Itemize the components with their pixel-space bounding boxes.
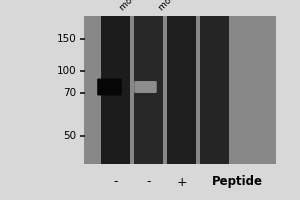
Text: mouse heart: mouse heart — [157, 0, 204, 12]
Text: 50: 50 — [63, 131, 76, 141]
Text: 100: 100 — [57, 66, 76, 76]
Bar — [101, 16, 130, 164]
Text: -: - — [146, 176, 151, 188]
Bar — [167, 16, 196, 164]
Text: 150: 150 — [57, 34, 76, 44]
Text: Peptide: Peptide — [212, 176, 262, 188]
Text: 70: 70 — [63, 88, 76, 98]
Bar — [84, 16, 276, 164]
Text: mouse liver: mouse liver — [118, 0, 162, 12]
Bar — [134, 16, 163, 164]
Bar — [200, 16, 229, 164]
Text: +: + — [176, 176, 187, 188]
Text: -: - — [113, 176, 118, 188]
FancyBboxPatch shape — [97, 78, 122, 96]
FancyBboxPatch shape — [134, 81, 157, 93]
